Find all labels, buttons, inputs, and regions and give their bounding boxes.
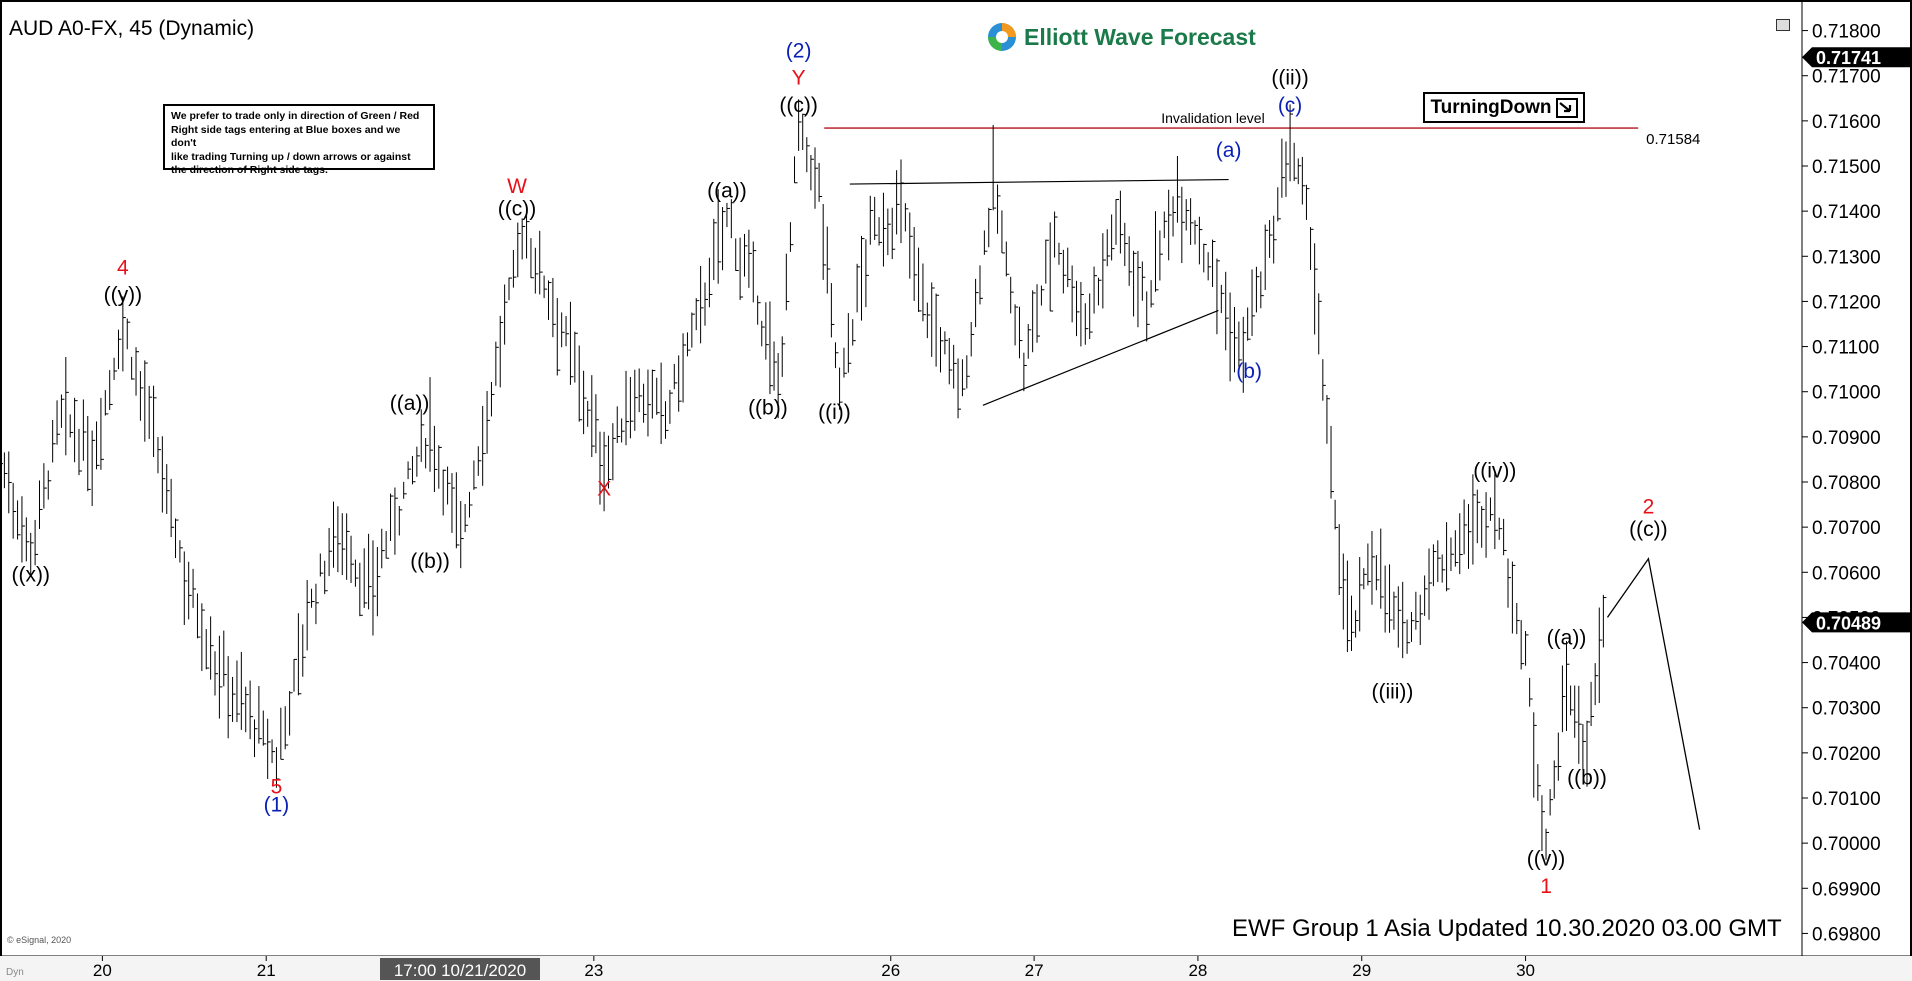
wave-label: 1	[1540, 875, 1552, 898]
wave-label: ((b))	[748, 396, 788, 419]
y-tick-label: 0.69800	[1812, 924, 1881, 945]
y-tick-label: 0.69900	[1812, 879, 1881, 900]
y-tick-label: 0.70700	[1812, 518, 1881, 539]
y-tick-label: 0.70100	[1812, 789, 1881, 810]
disclaimer-line: like trading Turning up / down arrows or…	[171, 150, 411, 163]
disclaimer-line: the direction of Right side tags.	[171, 164, 328, 176]
wave-label: ((v))	[1527, 848, 1565, 871]
x-tick-label: 28	[1188, 961, 1207, 980]
wave-label: (c)	[1278, 94, 1303, 117]
x-highlight-box	[380, 958, 540, 980]
y-tick-label: 0.71200	[1812, 292, 1881, 313]
logo-text: Elliott Wave Forecast	[1024, 23, 1256, 50]
wave-label: ((iv))	[1473, 459, 1516, 482]
wave-label: ((i))	[818, 401, 851, 424]
corner-label: Dyn	[6, 967, 24, 978]
y-tick-label: 0.71600	[1812, 112, 1881, 133]
x-tick-label: 27	[1025, 961, 1044, 980]
chart-title: AUD A0-FX, 45 (Dynamic)	[9, 17, 255, 40]
wave-label: 2	[1643, 496, 1655, 519]
disclaimer-box: We prefer to trade only in direction of …	[163, 104, 435, 176]
y-tick-label: 0.70300	[1812, 699, 1881, 720]
y-tick-label: 0.71700	[1812, 67, 1881, 88]
y-tick-label: 0.71300	[1812, 247, 1881, 268]
y-tick-label: 0.71400	[1812, 202, 1881, 223]
wave-label: ((a))	[707, 180, 747, 203]
invalidation-value-label: 0.71584	[1646, 131, 1700, 148]
wave-label: ((a))	[390, 392, 430, 415]
x-tick-label: 29	[1352, 961, 1371, 980]
y-tick-label: 0.71800	[1812, 22, 1881, 43]
wave-label: ((c))	[779, 94, 817, 117]
price-badge-label: 0.70489	[1816, 613, 1881, 633]
y-tick-label: 0.70800	[1812, 473, 1881, 494]
price-badge-label: 0.71741	[1816, 48, 1881, 68]
wave-label: (b)	[1236, 360, 1262, 383]
wave-label: (a)	[1216, 139, 1242, 162]
projection-path	[1606, 557, 1701, 830]
minimize-icon[interactable]	[1776, 19, 1790, 31]
wave-label: ((y))	[104, 283, 142, 306]
turning-down-tag: TurningDown	[1423, 92, 1585, 123]
y-tick-label: 0.71000	[1812, 383, 1881, 404]
x-axis-band	[0, 956, 1912, 981]
wave-label: ((c))	[1629, 518, 1667, 541]
x-highlight-label: 17:00 10/21/2020	[394, 961, 526, 980]
wave-label: ((b))	[1567, 766, 1607, 789]
x-tick-label: 23	[584, 961, 603, 980]
wave-label: ((ii))	[1271, 67, 1308, 90]
wave-label: Y	[792, 67, 806, 90]
logo: Elliott Wave Forecast	[986, 20, 1256, 54]
wave-label: X	[597, 478, 611, 501]
y-tick-label: 0.70600	[1812, 563, 1881, 584]
wave-label: ((iii))	[1371, 681, 1413, 704]
wave-label: 5	[271, 775, 283, 798]
wave-label: (2)	[786, 40, 812, 63]
price-badge	[1802, 612, 1910, 633]
price-badge	[1802, 47, 1910, 68]
triangle-trendline	[849, 178, 1229, 185]
update-footer: EWF Group 1 Asia Updated 10.30.2020 03.0…	[1232, 915, 1782, 942]
y-tick-label: 0.70900	[1812, 428, 1881, 449]
wave-label: 4	[117, 256, 129, 279]
wave-label: (1)	[264, 794, 290, 817]
y-tick-label: 0.71100	[1812, 338, 1879, 359]
x-tick-label: 21	[257, 961, 276, 980]
copyright-text: © eSignal, 2020	[7, 935, 72, 945]
wave-label: ((c))	[498, 198, 536, 221]
x-tick-label: 20	[93, 961, 112, 980]
logo-icon	[988, 23, 1016, 51]
turning-down-label: TurningDown	[1430, 96, 1552, 118]
wave-label: ((a))	[1547, 627, 1587, 650]
wave-label: ((x))	[11, 563, 49, 586]
wave-label: W	[507, 175, 527, 198]
wave-label: ((b))	[410, 550, 450, 573]
y-tick-label: 0.71500	[1812, 157, 1881, 178]
x-tick-label: 30	[1516, 961, 1535, 980]
triangle-trendline	[982, 309, 1219, 406]
disclaimer-line: We prefer to trade only in direction of …	[171, 110, 420, 122]
invalidation-label: Invalidation level	[1161, 110, 1265, 126]
arrow-down-right-icon	[1555, 97, 1578, 118]
y-tick-label: 0.70000	[1812, 834, 1881, 855]
x-tick-label: 26	[881, 961, 900, 980]
disclaimer-line: Right side tags entering at Blue boxes a…	[171, 123, 401, 150]
y-tick-label: 0.70200	[1812, 744, 1881, 765]
y-tick-label: 0.70400	[1812, 654, 1881, 675]
